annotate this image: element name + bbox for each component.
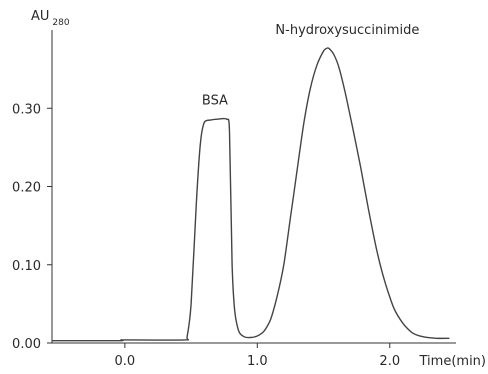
x-tick-label: 0.0 [115,354,136,369]
y-tick-label: 0.20 [12,181,41,196]
y-ticks: 0.00 0.10 0.20 0.30 [12,102,52,352]
x-axis-label: Time(min) [419,354,486,369]
y-axis-label-subscript: 280 [52,18,69,28]
x-tick-label: 2.0 [379,354,400,369]
plot-area [51,47,450,342]
x-tick-label: 1.0 [247,354,268,369]
peak-label: N-hydroxysuccinimide [275,23,419,38]
y-axis: AU 280 0.00 0.10 0.20 0.30 [12,9,70,352]
x-ticks: 0.0 1.0 2.0 [115,343,400,369]
absorbance-trace [51,47,450,342]
y-axis-label: AU 280 [31,9,70,28]
y-tick-label: 0.10 [12,259,41,274]
x-axis: 0.0 1.0 2.0 Time(min) [52,342,486,369]
peak-label: BSA [202,93,228,108]
y-tick-label: 0.30 [12,102,41,117]
annotations: BSA N-hydroxysuccinimide [202,23,419,108]
y-tick-label: 0.00 [12,337,41,352]
